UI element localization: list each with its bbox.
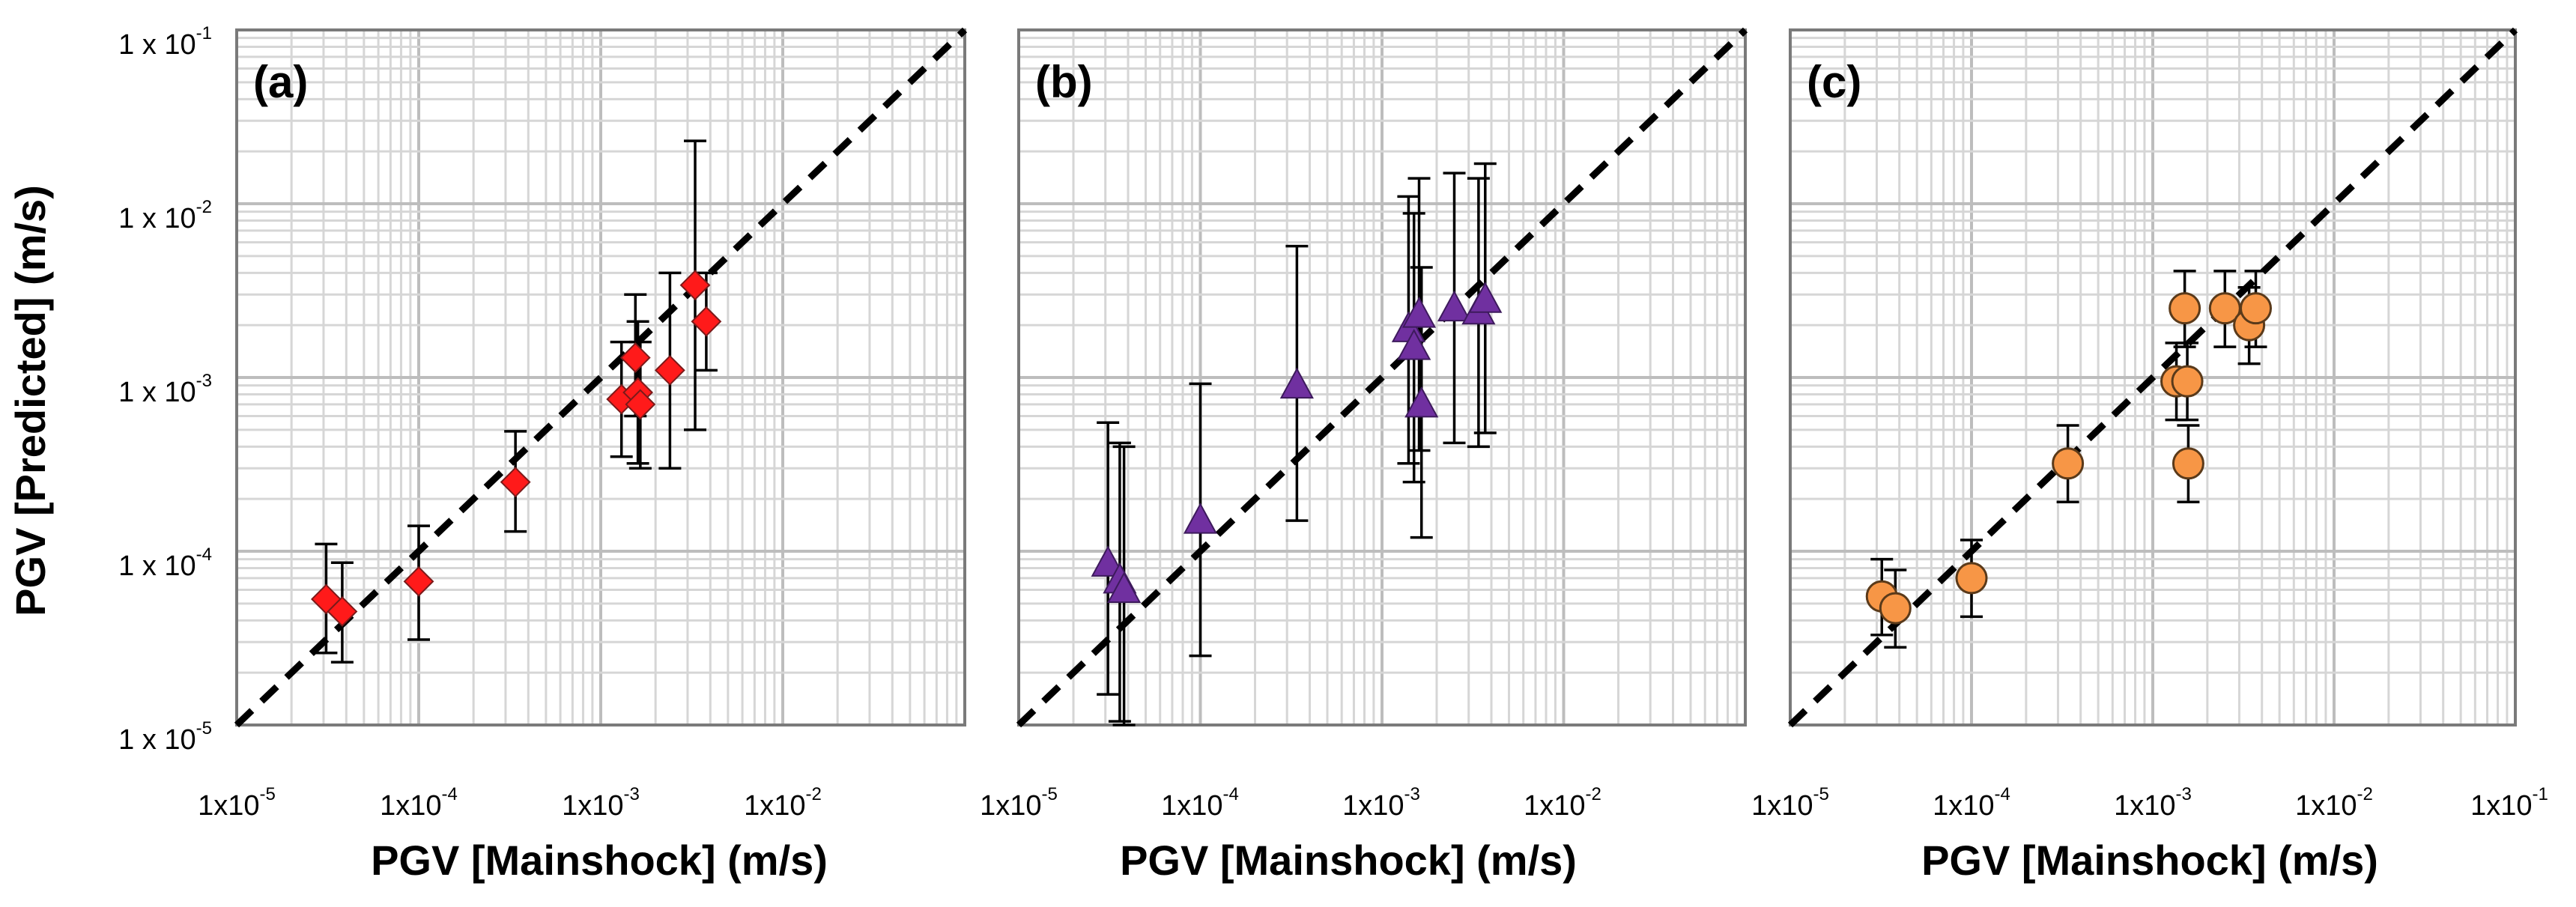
plot-frame	[235, 28, 966, 726]
data-point-diamond	[619, 342, 651, 373]
data-point-circle	[2052, 447, 2085, 480]
panel-c: (c)	[1787, 27, 2518, 728]
data-point-triangle	[1404, 386, 1439, 418]
y-tick-labels: 1 x 10-5 1 x 10-4 1 x 10-3 1 x 10-2 1 x …	[118, 23, 212, 756]
panel-label: (a)	[253, 57, 308, 107]
y-tick-label: 1 x 10-1	[118, 23, 212, 61]
x-axis-title-c: PGV [Mainshock] (m/s)	[1921, 837, 2378, 884]
data-point-diamond	[500, 467, 531, 498]
x-tick-labels-b: 1x10-5 1x10-4 1x10-3 1x10-2	[980, 784, 1601, 822]
gridlines	[235, 30, 965, 726]
x-tick-label: 1x10-4	[1933, 784, 2010, 822]
one-to-one-line	[234, 27, 968, 728]
gridlines	[1017, 30, 1745, 726]
y-axis-title: PGV [Predicted] (m/s)	[7, 185, 54, 616]
data-point-triangle	[1397, 329, 1431, 360]
panel-label: (b)	[1035, 57, 1093, 107]
x-tick-label: 1x10-4	[380, 784, 458, 822]
plot-frame	[1017, 28, 1747, 726]
x-axis-title-b: PGV [Mainshock] (m/s)	[1120, 837, 1577, 884]
data-points	[1091, 282, 1503, 603]
data-point-triangle	[1279, 367, 1314, 399]
data-points	[1865, 292, 2273, 625]
data-point-circle	[2172, 447, 2204, 480]
y-tick-label: 1 x 10-4	[118, 544, 212, 582]
data-point-diamond	[691, 306, 722, 337]
x-tick-labels-c: 1x10-5 1x10-4 1x10-3 1x10-2 1x10-1	[1751, 784, 2548, 822]
x-tick-label: 1x10-5	[980, 784, 1058, 822]
x-tick-label: 1x10-3	[562, 784, 640, 822]
data-points	[310, 270, 722, 627]
x-tick-label: 1x10-4	[1161, 784, 1239, 822]
y-tick-label: 1 x 10-3	[118, 371, 212, 408]
x-tick-label: 1x10-1	[2470, 784, 2548, 822]
x-tick-label: 1x10-3	[2114, 784, 2192, 822]
data-point-triangle	[1183, 503, 1218, 534]
x-tick-label: 1x10-5	[1751, 784, 1829, 822]
x-tick-labels-a: 1x10-5 1x10-4 1x10-3 1x10-2	[198, 784, 822, 822]
data-point-circle	[2171, 365, 2204, 398]
panel-b: (b)	[1016, 27, 1748, 728]
data-point-circle	[2240, 292, 2273, 325]
data-point-circle	[2169, 292, 2201, 325]
data-point-diamond	[327, 596, 358, 627]
panel-a: (a)	[234, 27, 968, 728]
one-to-one-line	[1787, 27, 2518, 728]
data-point-diamond	[679, 270, 711, 301]
x-tick-label: 1x10-3	[1342, 784, 1420, 822]
plot-frame	[1789, 28, 2517, 726]
data-point-triangle	[1401, 296, 1437, 328]
panel-label: (c)	[1807, 57, 1861, 107]
data-point-triangle	[1107, 571, 1142, 603]
data-point-triangle	[1468, 282, 1503, 313]
x-axis-title-a: PGV [Mainshock] (m/s)	[371, 837, 828, 884]
y-tick-label: 1 x 10-5	[118, 718, 212, 756]
x-tick-label: 1x10-5	[198, 784, 276, 822]
data-point-triangle	[1091, 545, 1125, 577]
one-to-one-line	[1016, 27, 1748, 728]
data-point-diamond	[625, 389, 656, 420]
data-point-circle	[1955, 562, 1988, 595]
data-point-triangle	[1437, 290, 1472, 322]
data-point-circle	[1879, 592, 1912, 625]
data-point-diamond	[403, 565, 434, 597]
x-tick-label: 1x10-2	[2295, 784, 2373, 822]
x-tick-label: 1x10-2	[744, 784, 822, 822]
x-tick-label: 1x10-2	[1524, 784, 1601, 822]
y-tick-label: 1 x 10-2	[118, 197, 212, 234]
data-point-diamond	[654, 354, 685, 386]
